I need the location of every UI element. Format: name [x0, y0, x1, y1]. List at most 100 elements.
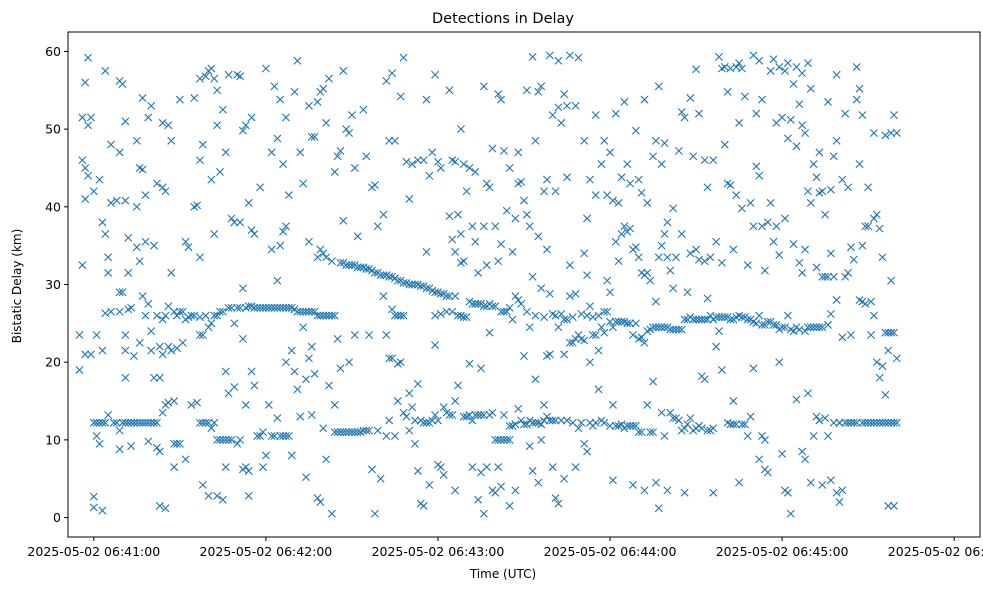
data-point [703, 426, 712, 435]
data-point [867, 297, 876, 306]
data-point [75, 365, 84, 374]
data-point [720, 313, 729, 322]
data-point [620, 97, 629, 106]
data-point [330, 400, 339, 409]
data-point [841, 418, 850, 427]
data-point [669, 325, 678, 334]
data-point [115, 288, 124, 297]
data-point [359, 105, 368, 114]
data-point [141, 418, 150, 427]
data-point [651, 323, 660, 332]
data-point [479, 222, 488, 231]
data-point [892, 418, 901, 427]
data-point [293, 307, 302, 316]
data-point [680, 424, 689, 433]
data-point [158, 315, 167, 324]
data-point [422, 95, 431, 104]
data-point [474, 299, 483, 308]
data-point [388, 69, 397, 78]
data-point [195, 313, 204, 322]
data-point [666, 266, 675, 275]
data-point [84, 171, 93, 180]
data-point [861, 418, 870, 427]
data-point [829, 272, 838, 281]
data-point [534, 232, 543, 241]
data-point [144, 418, 153, 427]
data-point [307, 307, 316, 316]
data-point [322, 118, 331, 127]
data-point [517, 177, 526, 186]
data-point [717, 258, 726, 267]
data-point [600, 307, 609, 316]
data-point [89, 187, 98, 196]
data-point [247, 367, 256, 376]
data-point [743, 432, 752, 440]
data-point [112, 418, 121, 427]
data-point [373, 426, 382, 435]
data-point [491, 435, 500, 444]
data-point [281, 113, 290, 122]
data-point [545, 289, 554, 298]
data-point [821, 414, 830, 423]
data-point [588, 331, 597, 339]
data-point [674, 146, 683, 155]
data-point [568, 338, 577, 347]
data-point [709, 488, 718, 497]
x-tick-label: 2025-05-02 06:43:00 [372, 544, 505, 559]
data-point [474, 495, 483, 504]
data-point [238, 126, 247, 135]
data-point [101, 309, 110, 318]
data-point [241, 463, 250, 472]
data-point [241, 121, 250, 130]
data-point [270, 82, 279, 91]
data-point [207, 424, 216, 433]
data-point [339, 216, 348, 225]
data-point [448, 411, 457, 420]
data-point [250, 303, 259, 312]
data-point [626, 319, 635, 328]
data-point [517, 299, 526, 308]
data-point [737, 313, 746, 322]
data-point [104, 268, 113, 277]
data-point [884, 418, 893, 427]
data-point [554, 323, 563, 332]
data-point [213, 86, 222, 95]
data-point [631, 126, 640, 135]
data-point [408, 403, 417, 412]
data-point [413, 466, 422, 475]
data-point [505, 435, 514, 444]
data-point [350, 331, 359, 339]
y-tick-label: 60 [45, 44, 61, 59]
data-point [339, 66, 348, 75]
data-point [445, 292, 454, 301]
data-point [261, 64, 270, 73]
data-point [864, 418, 873, 427]
data-point [657, 160, 666, 169]
data-point [342, 428, 351, 437]
data-point [158, 183, 167, 192]
data-point [626, 421, 635, 430]
data-point [712, 342, 721, 351]
data-point [342, 261, 351, 270]
data-point [818, 323, 827, 332]
data-point [359, 426, 368, 435]
data-point [227, 214, 236, 223]
data-point [221, 463, 230, 472]
data-point [600, 136, 609, 145]
data-point [471, 237, 480, 246]
data-point [585, 302, 594, 311]
data-point [660, 139, 669, 148]
data-point [611, 317, 620, 326]
data-point [121, 373, 130, 382]
data-point [474, 268, 483, 277]
data-point [835, 418, 844, 427]
data-point [815, 148, 824, 157]
data-point [542, 412, 551, 421]
data-point [608, 476, 617, 485]
data-point [577, 418, 586, 427]
data-point [766, 66, 775, 75]
data-point [497, 307, 506, 316]
data-point [264, 303, 273, 312]
data-point [875, 373, 884, 382]
data-point [468, 222, 477, 231]
